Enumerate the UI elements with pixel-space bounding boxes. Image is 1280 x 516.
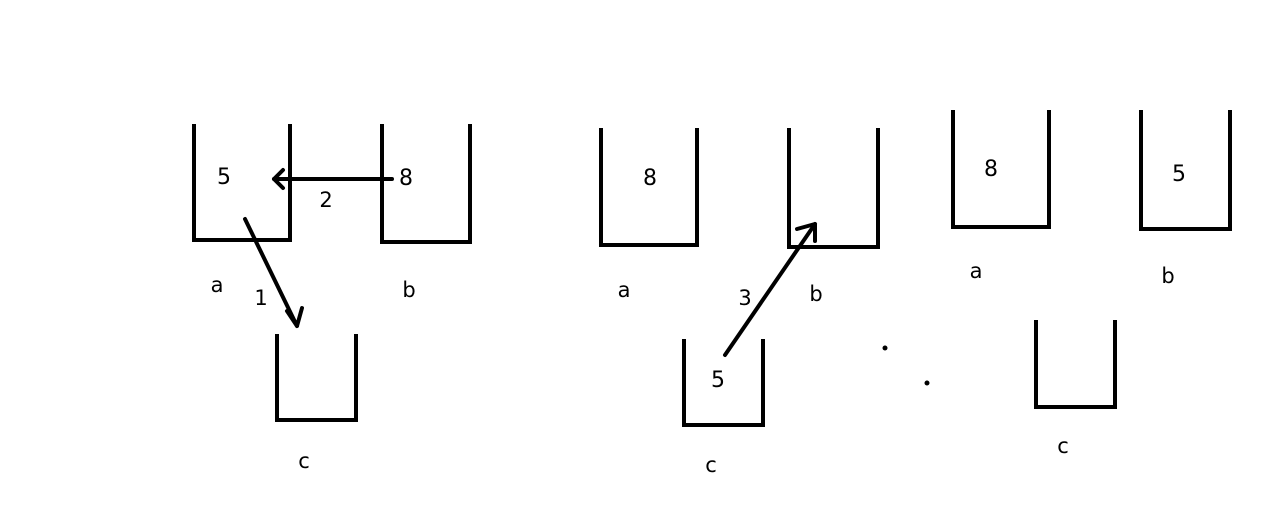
stage-1-move-2-step: 2	[319, 188, 332, 212]
stage-1-stack-a	[192, 124, 292, 242]
stage-3-stack-b-value: 5	[1172, 162, 1186, 187]
stage-1-stack-a-label: a	[211, 273, 224, 297]
stage-1-stack-b	[380, 124, 472, 244]
stage-3-stack-a-value: 8	[984, 157, 998, 182]
stage-2-stack-c	[682, 339, 765, 427]
stage-1-move-2-arrow	[272, 168, 394, 190]
stage-3-stack-a-label: a	[970, 259, 983, 283]
stage-1-move-1-arrow	[243, 217, 304, 328]
stage-2-stack-b-label: b	[809, 282, 822, 306]
stage-2-move-3-arrow	[723, 222, 817, 357]
stage-3-stack-c	[1034, 320, 1117, 409]
stage-1-stack-a-value: 5	[217, 165, 231, 190]
stage-3-stack-a	[951, 110, 1051, 229]
stage-1-stack-c	[275, 334, 358, 422]
stage-1: 5 a 8 b c 1 2	[192, 124, 472, 473]
stage-2: 8 a b 5 c 3	[599, 128, 880, 477]
stage-2-stack-c-label: c	[705, 453, 717, 477]
stage-2-move-3-step: 3	[738, 286, 751, 310]
stage-2-stack-b	[787, 128, 880, 249]
stage-3-stack-b-label: b	[1161, 264, 1174, 288]
stage-1-stack-c-label: c	[298, 449, 310, 473]
stage-3-stack-c-label: c	[1057, 434, 1069, 458]
stage-3-stack-b	[1139, 110, 1232, 231]
stage-2-stack-a-label: a	[618, 278, 631, 302]
stage-1-stack-b-value: 8	[399, 166, 413, 191]
stage-2-stack-c-value: 5	[711, 368, 725, 393]
stage-1-move-1-step: 1	[254, 286, 267, 310]
stage-2-stack-a	[599, 128, 699, 247]
ellipsis-dot-2	[924, 380, 930, 386]
stage-3: 8 a 5 b c	[951, 110, 1232, 458]
ellipsis-dot-1	[882, 345, 888, 351]
stage-2-stack-a-value: 8	[643, 166, 657, 191]
stage-1-stack-b-label: b	[402, 278, 415, 302]
ellipsis-dots	[882, 345, 930, 386]
